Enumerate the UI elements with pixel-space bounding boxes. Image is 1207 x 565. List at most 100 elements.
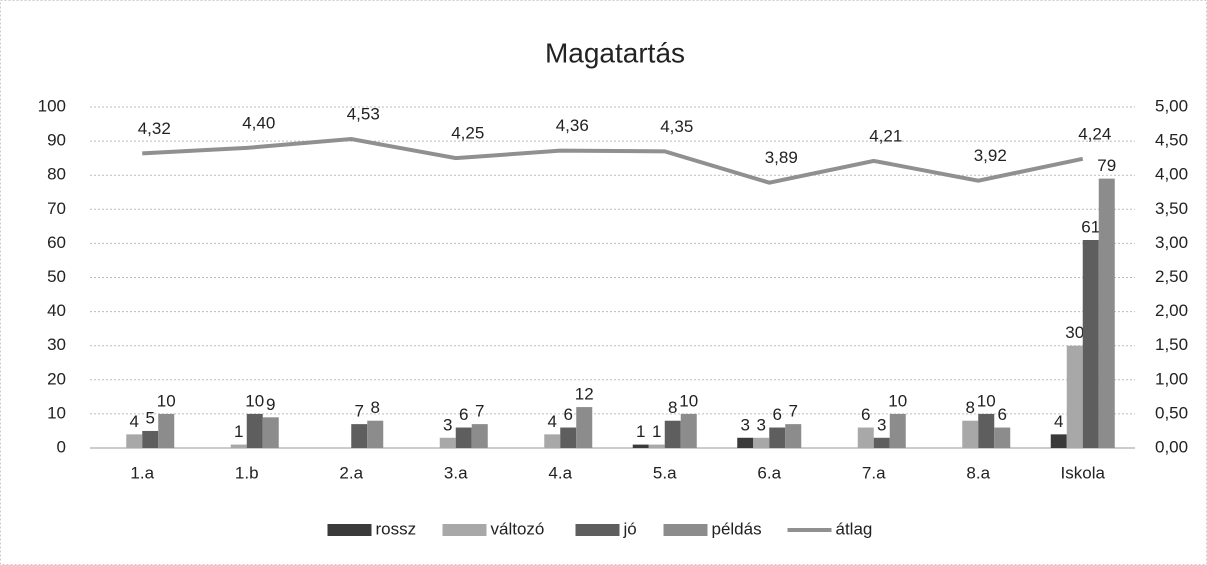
data-label: 4 <box>1054 412 1063 431</box>
data-label: 7 <box>475 402 484 421</box>
data-label: 4 <box>130 412 139 431</box>
data-label: 8 <box>966 398 975 417</box>
y2-tick-label: 3,00 <box>1155 233 1188 252</box>
bar <box>544 434 561 448</box>
legend-label: jó <box>623 519 637 538</box>
y2-tick-label: 1,00 <box>1155 369 1188 388</box>
data-label: 7 <box>355 402 364 421</box>
y2-tick-label: 4,00 <box>1155 165 1188 184</box>
y-tick-label: 60 <box>47 233 66 252</box>
bar <box>873 437 890 448</box>
data-label: 10 <box>157 391 176 410</box>
data-label: 5 <box>146 408 155 427</box>
data-label: 10 <box>679 391 698 410</box>
bar <box>471 424 488 448</box>
line-label: 3,92 <box>974 146 1007 165</box>
line-label: 4,53 <box>347 105 380 124</box>
x-tick-label: Iskola <box>1061 463 1106 482</box>
bar <box>351 424 368 448</box>
bar <box>126 434 143 448</box>
bar <box>455 427 472 448</box>
bar <box>889 413 906 448</box>
y-tick-label: 100 <box>38 96 66 115</box>
bar <box>680 413 697 448</box>
x-tick-label: 3.a <box>444 463 468 482</box>
bar <box>857 427 874 448</box>
x-tick-label: 1.a <box>130 463 154 482</box>
x-tick-label: 8.a <box>966 463 990 482</box>
y2-tick-label: 2,50 <box>1155 267 1188 286</box>
bar <box>367 420 384 448</box>
x-tick-label: 2.a <box>339 463 363 482</box>
x-tick-label: 7.a <box>862 463 886 482</box>
y-tick-label: 90 <box>47 131 66 150</box>
data-label: 8 <box>668 398 677 417</box>
x-tick-label: 4.a <box>548 463 572 482</box>
data-label: 4 <box>548 412 557 431</box>
line-label: 4,24 <box>1078 124 1111 143</box>
bar <box>1066 345 1083 448</box>
y2-tick-label: 0,00 <box>1155 437 1188 456</box>
line-label: 4,35 <box>660 117 693 136</box>
y-tick-label: 50 <box>47 267 66 286</box>
data-label: 6 <box>998 405 1007 424</box>
data-label: 1 <box>636 422 645 441</box>
legend-label: rossz <box>376 519 417 538</box>
legend-label: változó <box>491 519 545 538</box>
line-label: 4,40 <box>242 113 275 132</box>
bar <box>753 437 770 448</box>
data-label: 6 <box>773 405 782 424</box>
bar <box>1098 178 1115 449</box>
data-label: 61 <box>1081 217 1100 236</box>
data-label: 9 <box>266 395 275 414</box>
legend-swatch <box>663 524 708 536</box>
data-label: 3 <box>757 415 766 434</box>
data-label: 10 <box>977 391 996 410</box>
legend-swatch <box>442 524 487 536</box>
y2-tick-label: 3,50 <box>1155 199 1188 218</box>
data-label: 6 <box>459 405 468 424</box>
line <box>142 137 1084 185</box>
bar <box>978 413 995 448</box>
y2-tick-label: 4,50 <box>1155 131 1188 150</box>
bar <box>769 427 786 448</box>
bar <box>439 437 456 448</box>
y-tick-label: 40 <box>47 301 66 320</box>
x-tick-label: 1.b <box>235 463 259 482</box>
legend-label: átlag <box>836 519 873 538</box>
line-label: 4,25 <box>451 124 484 143</box>
bar <box>576 407 593 448</box>
y-tick-label: 0 <box>57 437 66 456</box>
bar <box>1082 239 1099 448</box>
legend-swatch <box>327 524 372 536</box>
bar <box>737 437 754 448</box>
bar <box>632 444 649 448</box>
bar <box>1050 434 1067 448</box>
x-tick-label: 6.a <box>757 463 781 482</box>
data-label: 12 <box>575 385 594 404</box>
data-label: 10 <box>245 391 264 410</box>
data-label: 3 <box>741 415 750 434</box>
bar <box>664 420 681 448</box>
y2-tick-label: 0,50 <box>1155 403 1188 422</box>
data-label: 8 <box>371 398 380 417</box>
bar <box>142 430 159 448</box>
data-label: 79 <box>1097 156 1116 175</box>
legend-swatch <box>575 524 620 536</box>
bar <box>994 427 1011 448</box>
line-label: 4,36 <box>556 116 589 135</box>
line-label: 3,89 <box>765 148 798 167</box>
bar <box>158 413 175 448</box>
data-label: 3 <box>443 415 452 434</box>
bar <box>246 413 263 448</box>
data-label: 6 <box>861 405 870 424</box>
bar <box>648 444 665 448</box>
data-label: 30 <box>1065 323 1084 342</box>
y-tick-label: 10 <box>47 403 66 422</box>
x-tick-label: 5.a <box>653 463 677 482</box>
bar <box>262 417 279 448</box>
y2-tick-label: 1,50 <box>1155 335 1188 354</box>
y-tick-label: 70 <box>47 199 66 218</box>
